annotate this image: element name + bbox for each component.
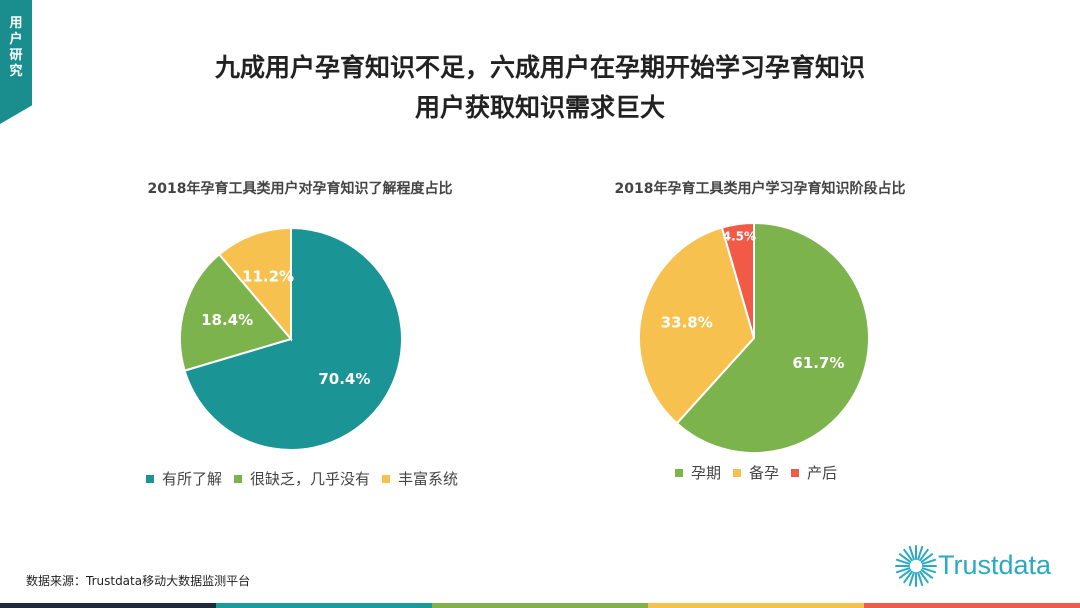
trustdata-logo: Trustdata <box>892 538 1072 594</box>
legend-1-item-0: 孕期 <box>675 462 721 483</box>
legend-1-label-0: 孕期 <box>691 464 722 482</box>
bottom-bar-segment-1 <box>216 603 432 608</box>
bottom-color-bar <box>0 603 1080 608</box>
legend-0-swatch-0 <box>146 474 154 483</box>
legend-0-swatch-1 <box>234 474 243 483</box>
legend-1-item-2: 产后 <box>791 462 837 483</box>
sunburst-logo-icon <box>895 545 937 587</box>
page-title-line-2: 用户获取知识需求巨大 <box>414 93 665 122</box>
legend-0-item-1: 很缺乏，几乎没有 <box>234 468 370 489</box>
legend-0-item-0: 有所了解 <box>146 468 222 489</box>
bottom-bar-segment-4 <box>864 603 1080 608</box>
legend-1-swatch-1 <box>733 468 742 477</box>
chart-1-legend: 有所了解 很缺乏，几乎没有 丰富系统 <box>146 468 470 489</box>
legend-1-swatch-2 <box>791 468 800 477</box>
bottom-bar-segment-0 <box>0 603 216 608</box>
section-tag <box>0 0 32 124</box>
pie-0-data-label-2: 11.2% <box>242 267 294 285</box>
pie-0-slice-0 <box>183 226 403 451</box>
data-source-note: 数据来源：Trustdata移动大数据监测平台 <box>26 574 251 588</box>
legend-0-label-1: 很缺乏，几乎没有 <box>250 470 371 488</box>
pie-1-data-label-1: 33.8% <box>661 314 713 332</box>
pie-1-data-label-0: 61.7% <box>792 354 844 372</box>
pie-1-slice-1 <box>638 226 756 425</box>
chart-2-legend: 孕期 备孕 产后 <box>675 462 849 483</box>
chart-1-title: 2018年孕育工具类用户对孕育知识了解程度占比 <box>147 181 453 197</box>
pie-0-data-label-0: 70.4% <box>318 370 370 388</box>
legend-1-label-1: 备孕 <box>749 464 780 482</box>
chart-2-title: 2018年孕育工具类用户学习孕育知识阶段占比 <box>614 181 906 197</box>
legend-1-item-1: 备孕 <box>733 462 779 483</box>
pie-0-data-label-1: 18.4% <box>201 311 253 329</box>
pie-0-slice-1 <box>179 252 293 372</box>
legend-1-swatch-0 <box>675 468 683 477</box>
bottom-bar-segment-3 <box>648 603 864 608</box>
legend-0-item-2: 丰富系统 <box>382 468 458 489</box>
legend-0-label-0: 有所了解 <box>162 470 223 488</box>
legend-0-label-2: 丰富系统 <box>398 470 459 488</box>
logo-text: Trustdata <box>938 550 1052 580</box>
pie-1-data-label-2: 4.5% <box>723 230 756 244</box>
pie-1-slice-2 <box>720 221 755 339</box>
pie-0-slice-2 <box>217 226 292 342</box>
pie-chart-learning-stage: 61.7% 33.8% 4.5% <box>638 221 870 454</box>
legend-0-swatch-2 <box>382 474 391 483</box>
pie-1-slice-0 <box>675 221 870 454</box>
section-tag-label: 用户研究 <box>9 16 23 79</box>
pie-chart-knowledge-level: 70.4% 18.4% 11.2% <box>179 226 403 451</box>
page-title-line-1: 九成用户孕育知识不足，六成用户在孕期开始学习孕育知识 <box>214 53 865 82</box>
legend-1-label-2: 产后 <box>807 464 838 482</box>
bottom-bar-segment-2 <box>432 603 648 608</box>
